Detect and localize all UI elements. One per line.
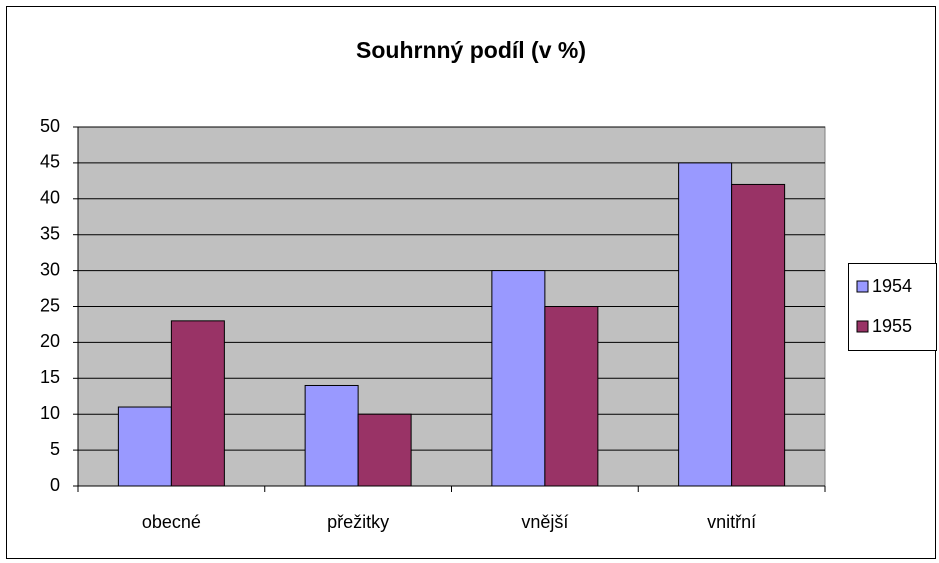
legend <box>848 263 937 351</box>
y-tick-label: 40 <box>40 188 60 208</box>
bar <box>491 270 546 487</box>
y-tick-label: 10 <box>40 403 60 423</box>
bar <box>678 162 733 487</box>
legend-label: 1955 <box>872 316 912 336</box>
x-tick-label: obecné <box>142 512 201 532</box>
bar <box>544 306 599 487</box>
chart-title: Souhrnný podíl (v %) <box>356 37 586 63</box>
y-tick-label: 15 <box>40 367 60 387</box>
y-tick-label: 45 <box>40 152 60 172</box>
bar <box>170 320 225 487</box>
legend-label: 1954 <box>872 276 912 296</box>
bar <box>117 406 172 487</box>
bar <box>357 413 412 487</box>
y-tick-label: 50 <box>40 116 60 136</box>
x-tick-label: vnější <box>521 512 568 532</box>
legend-swatch <box>856 280 869 293</box>
bar <box>731 183 786 487</box>
x-tick-label: vnitřní <box>707 512 756 532</box>
y-tick-label: 30 <box>40 259 60 279</box>
y-tick-label: 5 <box>50 439 60 459</box>
y-tick-label: 25 <box>40 295 60 315</box>
y-tick-label: 35 <box>40 223 60 243</box>
bar <box>304 384 359 487</box>
x-tick-label: přežitky <box>327 512 389 532</box>
y-tick-label: 0 <box>50 475 60 495</box>
y-tick-label: 20 <box>40 331 60 351</box>
legend-swatch <box>856 320 869 333</box>
